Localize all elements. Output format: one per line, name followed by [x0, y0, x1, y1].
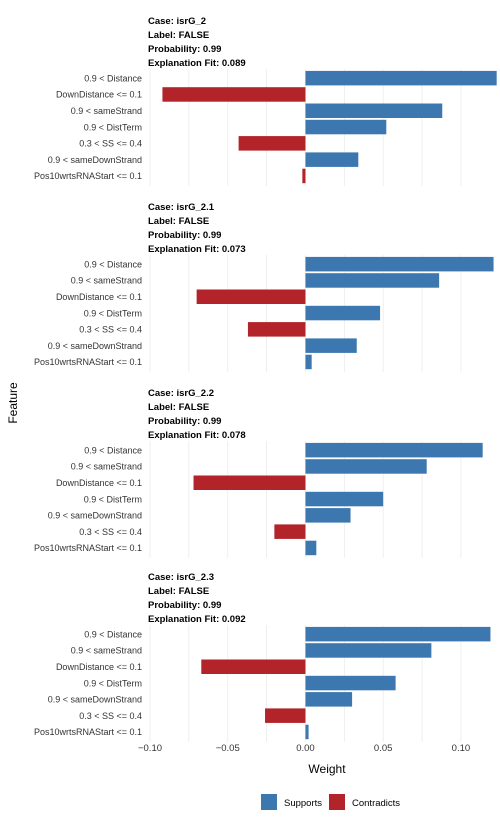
bar-supports	[305, 692, 353, 707]
feature-label: 0.9 < sameStrand	[71, 276, 142, 286]
feature-label: 0.9 < Distance	[84, 259, 142, 269]
feature-label: Pos10wrtsRNAStart <= 0.1	[34, 727, 142, 737]
y-axis-title: Feature	[6, 382, 20, 424]
feature-label: Pos10wrtsRNAStart <= 0.1	[34, 543, 142, 553]
bar-contradicts	[201, 659, 306, 674]
panel-header-line: Probability: 0.99	[148, 44, 221, 55]
feature-label: 0.9 < Distance	[84, 73, 142, 83]
panel-header-line: Case: isrG_2.1	[148, 202, 215, 213]
bar-supports	[305, 540, 317, 556]
x-tick-label: 0.00	[296, 743, 315, 754]
feature-label: 0.9 < DistTerm	[84, 308, 142, 318]
bar-supports	[305, 442, 483, 458]
feature-label: 0.3 < SS <= 0.4	[79, 711, 142, 721]
bar-supports	[305, 643, 432, 658]
bar-supports	[305, 273, 440, 288]
legend-label: Contradicts	[352, 798, 400, 809]
panel-header-line: Explanation Fit: 0.078	[148, 430, 246, 441]
feature-label: Pos10wrtsRNAStart <= 0.1	[34, 357, 142, 367]
bar-supports	[305, 305, 381, 321]
bar-supports	[305, 675, 396, 691]
feature-label: Pos10wrtsRNAStart <= 0.1	[34, 171, 142, 181]
panel-header-line: Case: isrG_2	[148, 16, 206, 27]
x-tick-label: −0.05	[216, 743, 240, 754]
panel-header-line: Label: FALSE	[148, 216, 209, 227]
feature-label: DownDistance <= 0.1	[56, 662, 142, 672]
feature-label: 0.3 < SS <= 0.4	[79, 527, 142, 537]
feature-label: 0.9 < sameDownStrand	[48, 511, 142, 521]
bar-supports	[305, 103, 443, 118]
bar-contradicts	[247, 322, 306, 337]
feature-label: DownDistance <= 0.1	[56, 292, 142, 302]
panel-header-line: Case: isrG_2.3	[148, 572, 214, 583]
bar-supports	[305, 152, 359, 167]
panel-header-line: Explanation Fit: 0.089	[148, 58, 246, 69]
bar-contradicts	[265, 708, 306, 723]
feature-label: 0.9 < sameStrand	[71, 646, 142, 656]
feature-label: 0.3 < SS <= 0.4	[79, 139, 142, 149]
bar-contradicts	[162, 87, 306, 102]
panel-header-line: Probability: 0.99	[148, 416, 221, 427]
bar-supports	[305, 354, 312, 370]
bar-supports	[305, 256, 494, 272]
feature-label: 0.9 < DistTerm	[84, 678, 142, 688]
panel-header-line: Case: isrG_2.2	[148, 388, 214, 399]
legend-swatch-supports	[261, 794, 277, 810]
bar-contradicts	[302, 168, 306, 184]
x-axis-title: Weight	[308, 762, 346, 776]
panel-header-line: Probability: 0.99	[148, 230, 221, 241]
bar-supports	[305, 724, 309, 740]
bar-contradicts	[193, 475, 306, 490]
bar-contradicts	[274, 524, 306, 539]
bar-supports	[305, 508, 351, 523]
panel-header-line: Explanation Fit: 0.073	[148, 244, 246, 255]
feature-label: 0.9 < sameDownStrand	[48, 695, 142, 705]
bar-supports	[305, 459, 427, 474]
panel-header-line: Label: FALSE	[148, 30, 209, 41]
feature-label: DownDistance <= 0.1	[56, 90, 142, 100]
bar-supports	[305, 491, 384, 507]
panel-header-line: Explanation Fit: 0.092	[148, 614, 246, 625]
legend-swatch-contradicts	[329, 794, 345, 810]
bar-supports	[305, 70, 497, 86]
panel-header-line: Label: FALSE	[148, 402, 209, 413]
panel-header-line: Label: FALSE	[148, 586, 209, 597]
legend-label: Supports	[284, 798, 322, 809]
x-tick-label: 0.05	[374, 743, 393, 754]
bar-supports	[305, 626, 491, 642]
x-tick-label: −0.10	[138, 743, 162, 754]
feature-label: DownDistance <= 0.1	[56, 478, 142, 488]
feature-label: 0.9 < sameStrand	[71, 106, 142, 116]
feature-label: 0.9 < sameDownStrand	[48, 155, 142, 165]
feature-label: 0.3 < SS <= 0.4	[79, 325, 142, 335]
bar-supports	[305, 119, 387, 135]
feature-label: 0.9 < Distance	[84, 629, 142, 639]
x-tick-label: 0.10	[452, 743, 471, 754]
feature-label: 0.9 < Distance	[84, 445, 142, 455]
feature-label: 0.9 < sameStrand	[71, 462, 142, 472]
bar-supports	[305, 338, 357, 353]
panel-header-line: Probability: 0.99	[148, 600, 221, 611]
feature-label: 0.9 < DistTerm	[84, 494, 142, 504]
bar-contradicts	[196, 289, 306, 304]
feature-label: 0.9 < DistTerm	[84, 122, 142, 132]
bar-contradicts	[238, 136, 306, 151]
feature-label: 0.9 < sameDownStrand	[48, 341, 142, 351]
